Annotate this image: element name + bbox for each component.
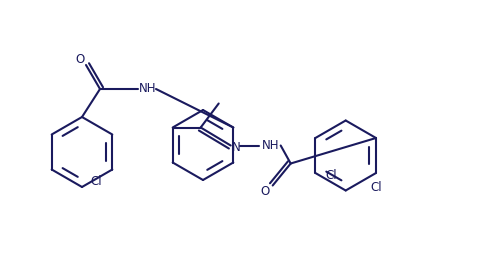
Text: O: O [260, 185, 269, 198]
Text: O: O [75, 53, 85, 66]
Text: NH: NH [262, 139, 280, 152]
Text: N: N [232, 141, 241, 154]
Text: Cl: Cl [370, 181, 382, 193]
Text: Cl: Cl [91, 175, 102, 188]
Text: Cl: Cl [325, 169, 337, 182]
Text: NH: NH [139, 82, 157, 95]
